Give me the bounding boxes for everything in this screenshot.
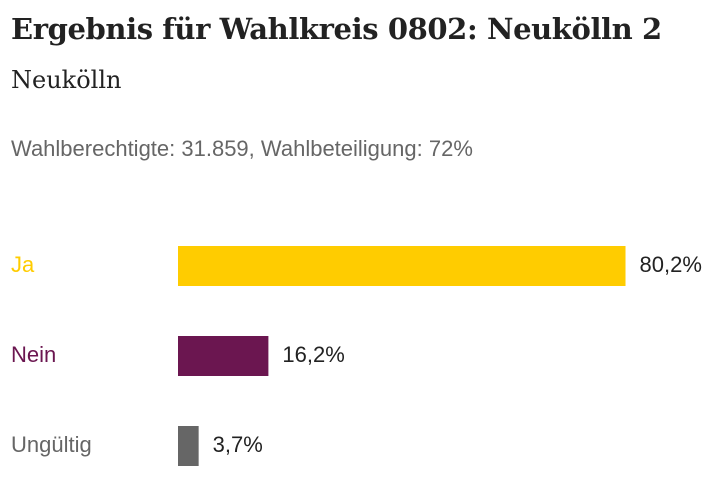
category-label-1: Nein [11,342,56,367]
value-label-0: 80,2% [640,252,702,277]
chart-subtitle: Neukölln [11,66,122,94]
value-label-2: 3,7% [213,432,263,457]
category-label-0: Ja [11,252,35,277]
value-label-1: 16,2% [282,342,344,367]
chart-title: Ergebnis für Wahlkreis 0802: Neukölln 2 [11,12,662,46]
bar-2 [178,426,199,466]
category-label-2: Ungültig [11,432,92,457]
bar-0 [178,246,626,286]
turnout-info: Wahlberechtigte: 31.859, Wahlbeteiligung… [11,136,473,161]
bar-1 [178,336,269,376]
